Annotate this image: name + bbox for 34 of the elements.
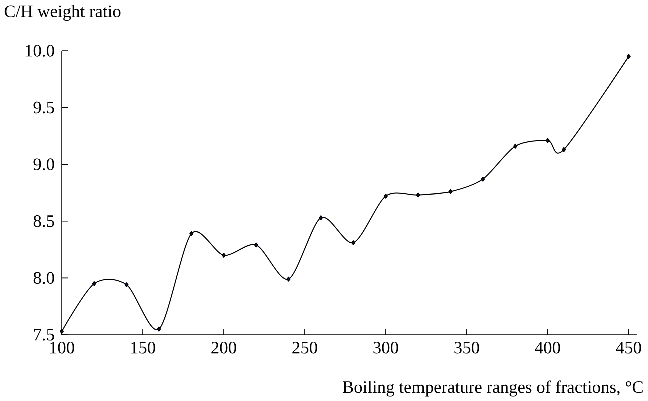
y-tick-label: 9.0 bbox=[34, 158, 54, 171]
point bbox=[60, 329, 64, 334]
y-tick-label: 10.0 bbox=[26, 45, 54, 57]
y-tick-label: 8.5 bbox=[34, 215, 54, 228]
point bbox=[157, 326, 162, 332]
y-tick-label: 9.5 bbox=[34, 102, 54, 114]
point bbox=[254, 242, 258, 248]
point bbox=[222, 252, 226, 258]
y-tick-label: 8.0 bbox=[34, 272, 54, 284]
point bbox=[319, 215, 324, 220]
point bbox=[562, 147, 566, 152]
point bbox=[626, 54, 631, 60]
point bbox=[481, 176, 486, 182]
x-tick-label: 150 bbox=[131, 342, 156, 354]
point bbox=[416, 192, 420, 198]
x-tick-label: 300 bbox=[374, 342, 398, 354]
point bbox=[92, 281, 96, 286]
x-tick-label: 100 bbox=[50, 342, 74, 354]
y-tick-label: 7.5 bbox=[34, 329, 54, 341]
x-axis-title: Boiling temperature ranges of fractions, °C bbox=[342, 380, 643, 397]
point bbox=[352, 240, 356, 246]
x-tick-label: 400 bbox=[535, 342, 560, 354]
point bbox=[124, 282, 129, 288]
point bbox=[190, 231, 194, 236]
x-tick-label: 250 bbox=[292, 342, 318, 354]
x-tick-label: 350 bbox=[454, 342, 480, 354]
point bbox=[546, 138, 550, 144]
x-tick-label: 450 bbox=[616, 342, 642, 354]
point bbox=[514, 144, 518, 149]
x-tick-label: 200 bbox=[212, 342, 236, 354]
point bbox=[448, 189, 453, 194]
y-axis-title: C/H weight ratio bbox=[4, 5, 121, 22]
point bbox=[384, 194, 388, 199]
point bbox=[286, 276, 291, 282]
